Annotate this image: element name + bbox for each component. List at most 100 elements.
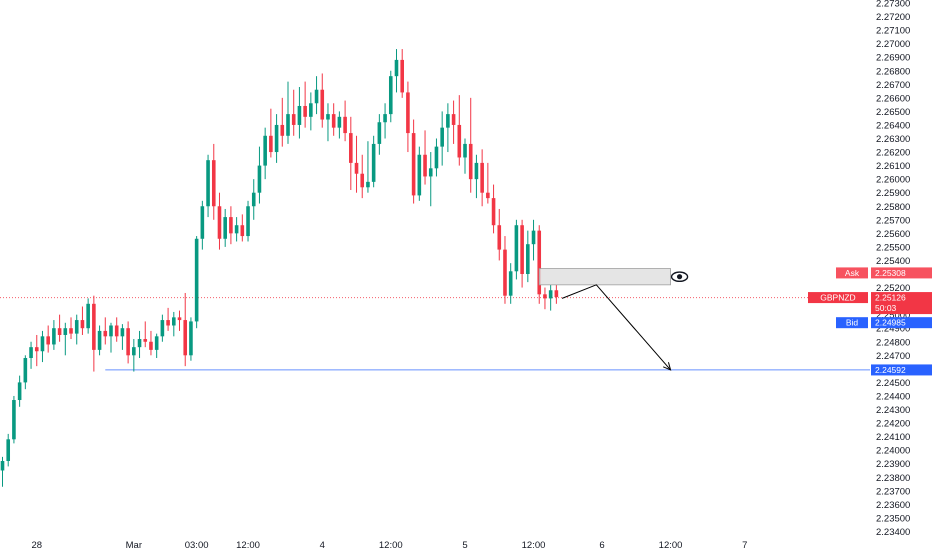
candle-up[interactable] [514, 219, 519, 280]
candle-up[interactable] [337, 111, 342, 139]
candle-down[interactable] [280, 97, 285, 147]
candle-down[interactable] [211, 143, 216, 220]
candle-down[interactable] [34, 334, 39, 367]
candle-up[interactable] [251, 179, 256, 220]
candle-up[interactable] [394, 49, 399, 93]
candle-down[interactable] [57, 314, 62, 342]
candle-up[interactable] [326, 103, 330, 142]
candle-up[interactable] [263, 127, 267, 180]
candle-up[interactable] [377, 114, 382, 155]
candle-down[interactable] [80, 306, 85, 335]
candle-up[interactable] [12, 395, 16, 444]
candle-down[interactable] [343, 100, 347, 142]
candle-up[interactable] [23, 355, 28, 390]
candle-up[interactable] [531, 219, 536, 261]
candle-down[interactable] [291, 89, 296, 136]
candle-up[interactable] [417, 146, 422, 201]
candle-up[interactable] [200, 200, 205, 250]
candle-down[interactable] [320, 73, 325, 128]
candle-down[interactable] [149, 330, 153, 356]
candle-down[interactable] [69, 317, 73, 340]
candle-down[interactable] [360, 154, 365, 199]
candle-up[interactable] [120, 324, 125, 350]
candle-up[interactable] [137, 330, 142, 359]
candle-down[interactable] [497, 208, 502, 261]
candle-down[interactable] [269, 108, 273, 158]
candle-up[interactable] [132, 339, 136, 372]
candle-up[interactable] [526, 230, 530, 283]
candle-down[interactable] [331, 103, 336, 136]
candle-down[interactable] [486, 162, 490, 204]
candle-up[interactable] [52, 320, 56, 350]
candle-down[interactable] [143, 321, 148, 348]
candle-down[interactable] [480, 149, 484, 207]
candle-down[interactable] [103, 317, 108, 345]
candle-up[interactable] [463, 138, 467, 174]
candle-up[interactable] [274, 114, 279, 163]
candles[interactable] [0, 49, 559, 487]
candle-down[interactable] [423, 130, 427, 185]
candle-up[interactable] [86, 298, 90, 334]
candle-up[interactable] [446, 103, 450, 153]
projection-arrow-line[interactable] [561, 284, 671, 371]
candle-down[interactable] [349, 116, 353, 190]
candle-down[interactable] [503, 236, 507, 304]
candle-up[interactable] [63, 322, 68, 356]
candle-down[interactable] [92, 295, 96, 372]
candle-up[interactable] [29, 341, 33, 369]
candle-up[interactable] [428, 152, 433, 207]
candle-down[interactable] [166, 307, 170, 331]
candle-up[interactable] [371, 135, 376, 188]
candle-up[interactable] [160, 314, 165, 342]
drawings[interactable] [538, 268, 689, 371]
candle-down[interactable] [400, 49, 404, 98]
candle-up[interactable] [257, 146, 262, 204]
candle-up[interactable] [234, 217, 239, 242]
candle-up[interactable] [17, 375, 22, 407]
candle-down[interactable] [229, 206, 233, 245]
candle-down[interactable] [217, 192, 222, 250]
eye-icon[interactable] [670, 271, 689, 283]
supply-zone-rectangle[interactable] [538, 268, 671, 286]
candle-up[interactable] [6, 433, 11, 467]
candle-up[interactable] [286, 81, 290, 144]
candle-up[interactable] [0, 456, 5, 487]
candle-down[interactable] [126, 321, 130, 364]
candle-up[interactable] [40, 330, 45, 363]
candle-down[interactable] [240, 214, 245, 242]
candle-down[interactable] [520, 219, 524, 288]
candle-up[interactable] [74, 314, 79, 345]
candle-down[interactable] [114, 317, 119, 342]
candle-down[interactable] [406, 81, 410, 153]
price-axis[interactable]: 2.27300 2.27200 2.27100 2.27000 2.26900 2.268… [876, 0, 910, 538]
candle-up[interactable] [366, 141, 370, 193]
candle-down[interactable] [554, 284, 559, 304]
candle-up[interactable] [383, 103, 387, 139]
candle-down[interactable] [183, 292, 188, 367]
candle-up[interactable] [434, 138, 439, 177]
candle-down[interactable] [537, 225, 542, 304]
candle-up[interactable] [223, 208, 227, 247]
candle-up[interactable] [548, 284, 553, 311]
time-axis[interactable]: 28 Mar 03:00 12:00 4 12:00 5 12:00 6 12:00 7 [31, 540, 747, 551]
candle-up[interactable] [109, 322, 113, 353]
candle-up[interactable] [154, 333, 159, 359]
candle-up[interactable] [172, 311, 176, 337]
candle-down[interactable] [457, 95, 462, 166]
candle-down[interactable] [451, 100, 456, 144]
candle-up[interactable] [97, 325, 102, 356]
candle-up[interactable] [309, 92, 313, 131]
candle-up[interactable] [206, 154, 210, 218]
candle-up[interactable] [440, 111, 444, 166]
candle-down[interactable] [177, 310, 182, 331]
candle-down[interactable] [411, 119, 416, 204]
candle-up[interactable] [189, 317, 193, 361]
candle-up[interactable] [194, 236, 199, 329]
candle-down[interactable] [354, 135, 359, 193]
candle-up[interactable] [508, 263, 513, 304]
candle-up[interactable] [388, 70, 393, 123]
candle-down[interactable] [543, 287, 547, 310]
candle-down[interactable] [468, 97, 473, 193]
